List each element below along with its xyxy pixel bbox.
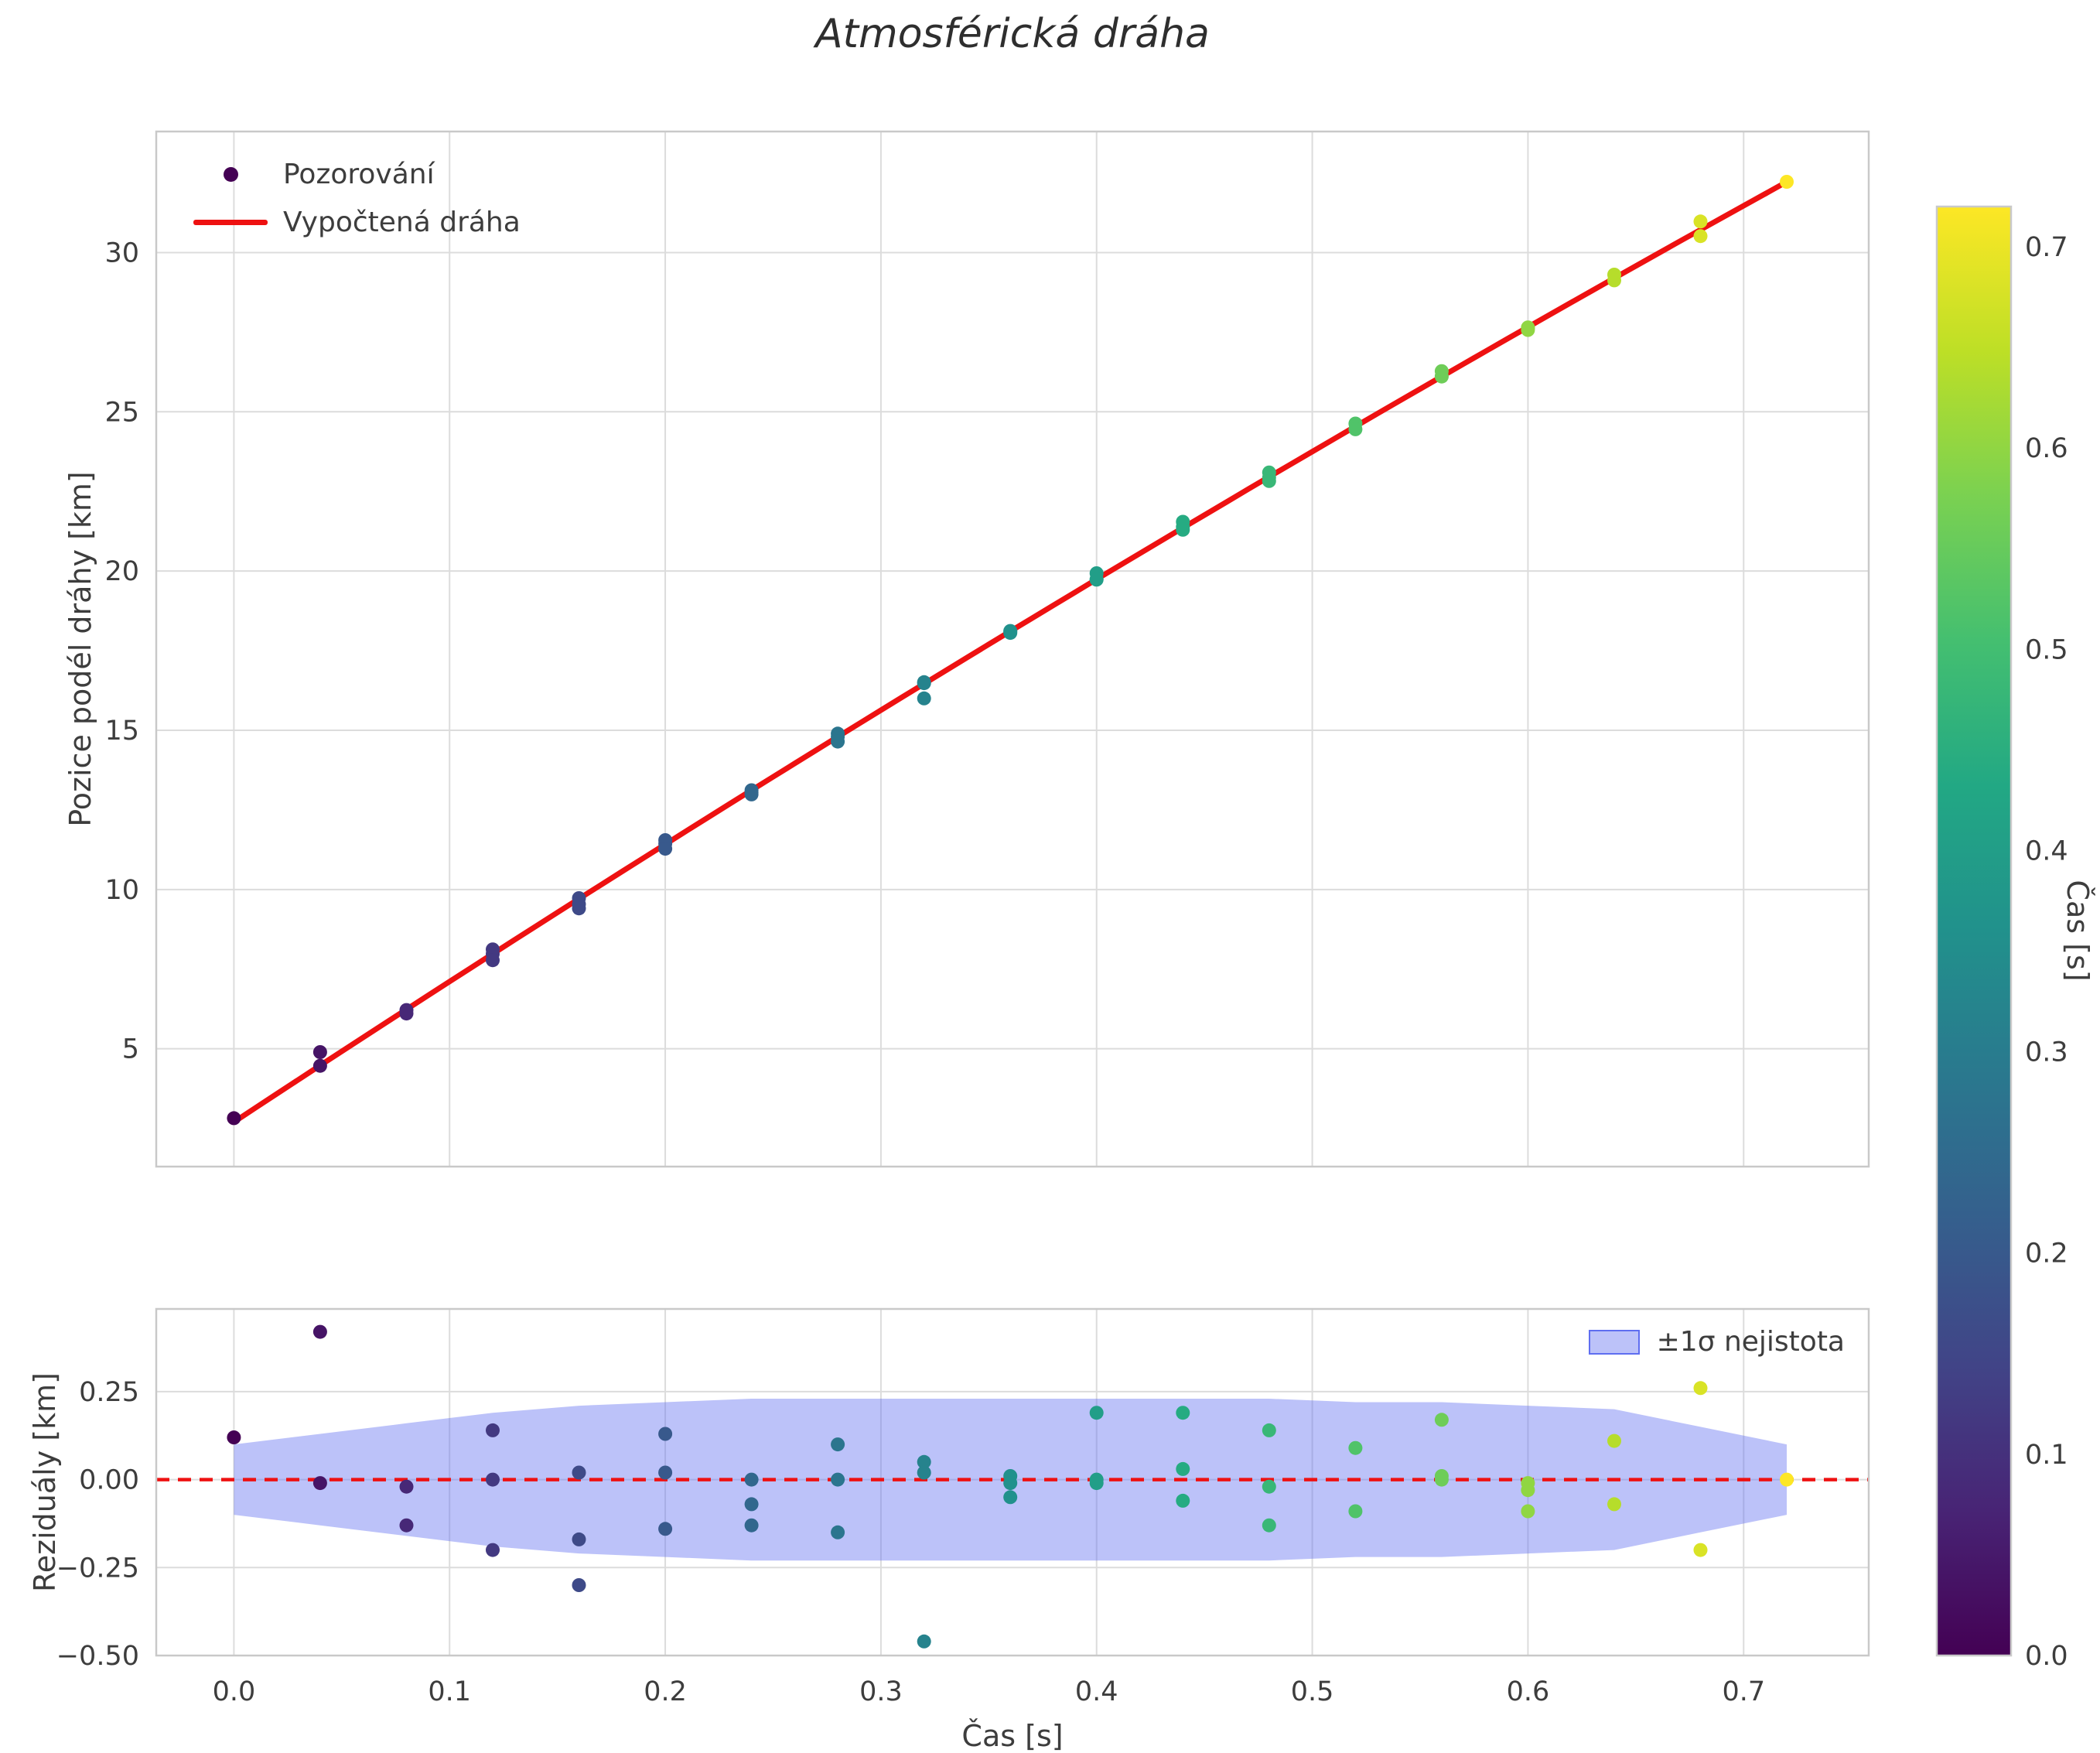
legend-fit-label: Vypočtená dráha: [283, 206, 521, 238]
main-legend: Pozorování Vypočtená dráha: [193, 153, 521, 243]
main-y-axis-label: Pozice podél dráhy [km]: [63, 471, 97, 827]
svg-text:−0.25: −0.25: [56, 1553, 139, 1584]
svg-text:0.6: 0.6: [1507, 1676, 1550, 1707]
observation-marker-cell: [193, 166, 268, 182]
residual-y-axis-label: Reziduály [km]: [28, 1372, 62, 1592]
colorbar-gradient: [1935, 205, 2013, 1657]
fit-line: [230, 179, 1790, 1125]
axes-frames: [155, 130, 1870, 1657]
residual-scatter: [227, 1324, 1794, 1649]
svg-text:25: 25: [104, 397, 139, 428]
fit-marker-cell: [193, 219, 268, 225]
svg-text:0.0: 0.0: [2025, 1641, 2068, 1672]
legend-observations-label: Pozorování: [283, 158, 435, 190]
svg-text:0.3: 0.3: [859, 1676, 903, 1707]
svg-text:0.5: 0.5: [2025, 634, 2068, 665]
x-axis-label: Čas [s]: [961, 1719, 1064, 1753]
xtick-labels: 0.0 0.1 0.2 0.3 0.4 0.5 0.6 0.7: [213, 1676, 1766, 1707]
svg-text:0.7: 0.7: [2025, 232, 2068, 263]
svg-text:0.7: 0.7: [1722, 1676, 1765, 1707]
svg-text:0.5: 0.5: [1291, 1676, 1334, 1707]
residual-ytick-labels: −0.50 −0.25 0.00 0.25: [56, 1377, 139, 1672]
svg-text:0.0: 0.0: [213, 1676, 256, 1707]
svg-text:5: 5: [122, 1034, 139, 1065]
svg-text:−0.50: −0.50: [56, 1641, 139, 1672]
chart-title: Atmosférická dráha: [815, 11, 1210, 57]
uncertainty-band-marker-icon: [1588, 1329, 1640, 1355]
svg-text:0.4: 0.4: [1075, 1676, 1118, 1707]
svg-text:0.1: 0.1: [428, 1676, 471, 1707]
colorbar-label: Čas [s]: [2061, 880, 2095, 982]
svg-text:20: 20: [104, 556, 139, 587]
svg-text:0.25: 0.25: [79, 1377, 139, 1408]
legend-item-fit: Vypočtená dráha: [193, 201, 521, 243]
svg-text:10: 10: [104, 875, 139, 906]
legend-item-observations: Pozorování: [193, 153, 521, 195]
residual-legend: ±1σ nejistota: [1588, 1326, 1845, 1358]
svg-text:0.3: 0.3: [2025, 1037, 2068, 1068]
svg-text:0.2: 0.2: [644, 1676, 687, 1707]
svg-text:0.4: 0.4: [2025, 835, 2068, 866]
observation-marker-icon: [223, 166, 238, 182]
svg-text:30: 30: [104, 237, 139, 268]
svg-text:0.00: 0.00: [79, 1465, 139, 1496]
main-ytick-labels: 5 10 15 20 25 30: [104, 237, 139, 1064]
colorbar: 0.0 0.1 0.2 0.3 0.4 0.5 0.6 0.7: [1935, 205, 2068, 1672]
svg-text:0.2: 0.2: [2025, 1239, 2068, 1269]
legend-band-label: ±1σ nejistota: [1656, 1326, 1845, 1358]
svg-text:15: 15: [104, 716, 139, 747]
main-scatter: [227, 175, 1794, 1126]
fit-line-marker-icon: [193, 219, 268, 225]
svg-text:0.6: 0.6: [2025, 433, 2068, 464]
svg-text:0.1: 0.1: [2025, 1440, 2068, 1471]
